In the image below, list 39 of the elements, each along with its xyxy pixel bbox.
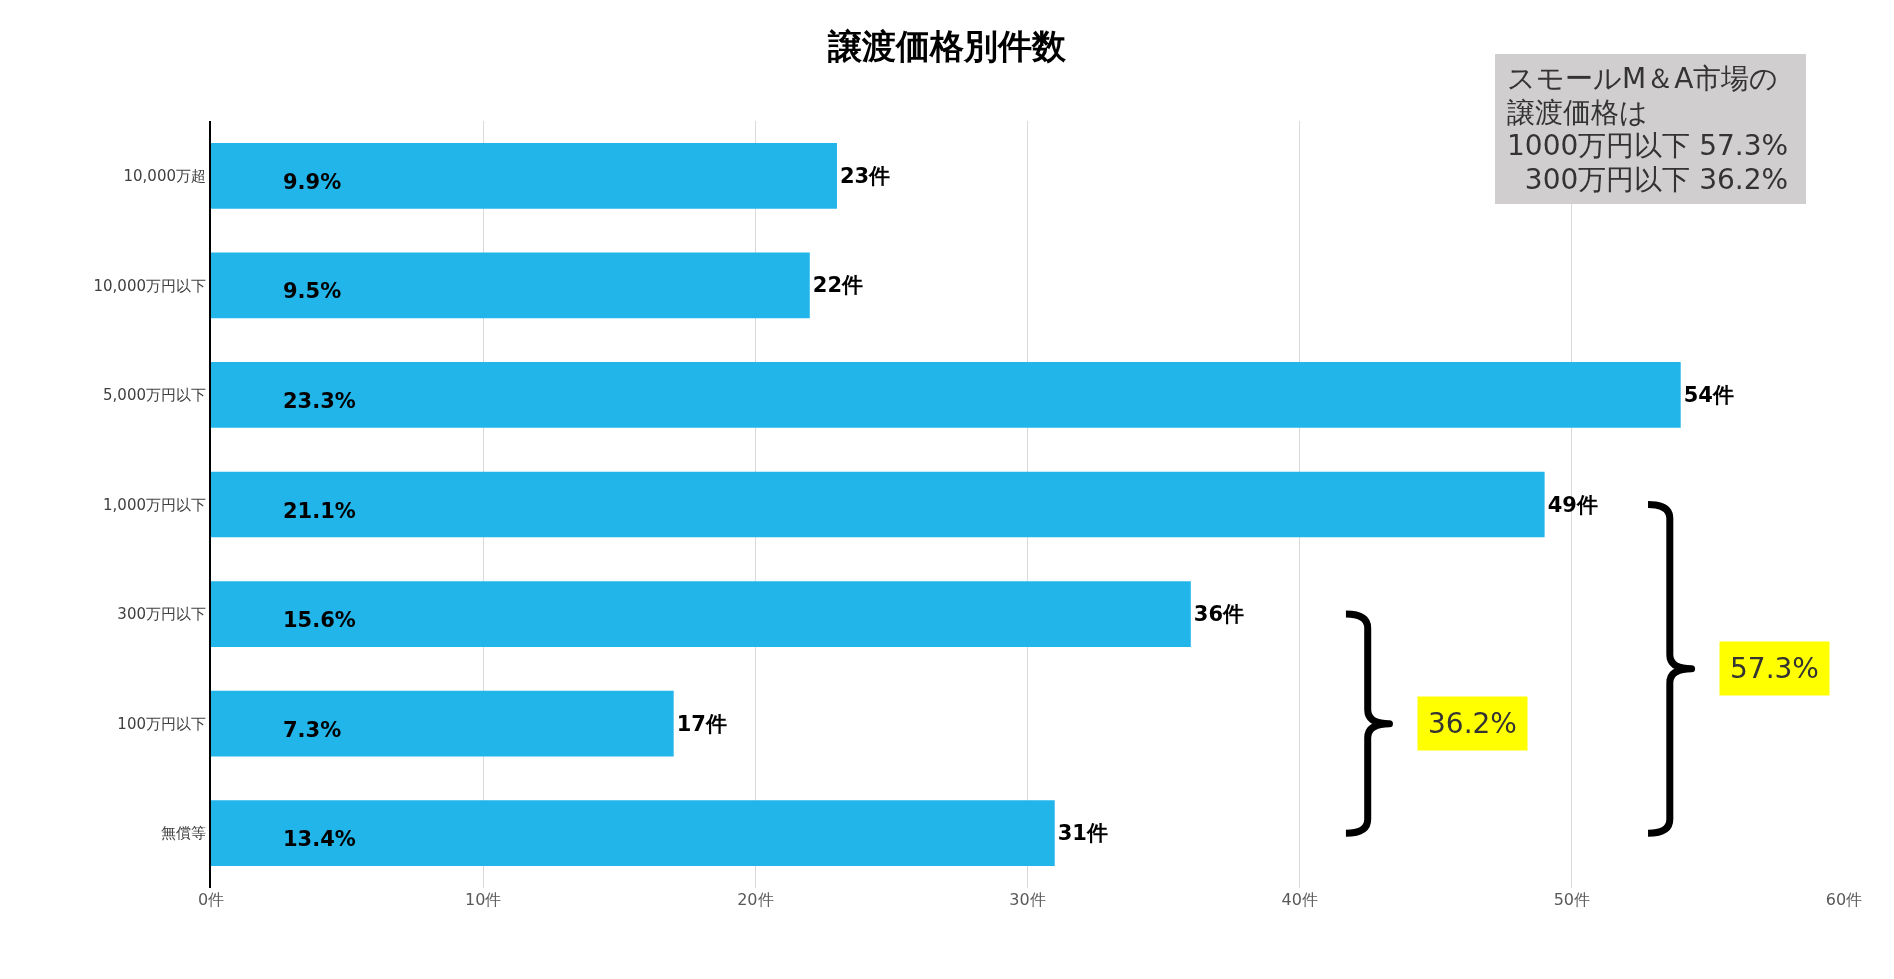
- data-label: 22件: [812, 273, 863, 298]
- data-label: 49件: [1547, 492, 1598, 517]
- x-tick-label: 10件: [464, 890, 502, 909]
- bar: [211, 471, 1545, 538]
- annotation: 9.9%: [283, 170, 342, 194]
- y-tick-label: 1,000万円以下: [103, 495, 206, 514]
- x-tick-label: 30件: [1009, 890, 1046, 909]
- annotation: 7.3%: [283, 718, 342, 742]
- annotation: 36.2%: [1428, 707, 1517, 740]
- x-tick-label: 20件: [737, 890, 774, 909]
- annotation: 57.3%: [1730, 652, 1819, 685]
- annotation: 23.3%: [283, 389, 356, 413]
- bar: [211, 690, 674, 757]
- annotation: 13.4%: [283, 827, 356, 851]
- annotation: 15.6%: [283, 608, 356, 632]
- bar: [211, 362, 1681, 428]
- data-label: 36件: [1193, 602, 1245, 627]
- y-tick-label: 5,000万円以下: [103, 386, 206, 405]
- data-label: 23件: [839, 163, 891, 188]
- data-label: 54件: [1683, 382, 1734, 407]
- y-tick-label: 無償等: [161, 824, 206, 843]
- annotation: 9.5%: [283, 279, 342, 303]
- x-tick-label: 50件: [1553, 890, 1591, 909]
- data-label: 31件: [1057, 821, 1108, 846]
- bar: [211, 581, 1191, 647]
- y-tick-label: 300万円以下: [117, 605, 206, 624]
- annotation: スモールM＆A市場の譲渡価格は 1000万円以下 57.3% 300万円以下 36.2%: [1495, 54, 1806, 205]
- x-tick-label: 40件: [1281, 890, 1318, 909]
- y-tick-label: 100万円以下: [117, 714, 206, 733]
- x-tick-label: 60件: [1825, 890, 1863, 909]
- chart-title: 譲渡価格別件数: [827, 26, 1067, 67]
- data-label: 17件: [676, 711, 727, 736]
- annotation: 21.1%: [283, 499, 356, 523]
- y-tick-label: 10,000万円以下: [93, 276, 206, 295]
- x-tick-label: 0件: [197, 890, 225, 909]
- y-tick-label: 10,000万超: [123, 167, 206, 186]
- bar: [211, 142, 837, 209]
- bar: [211, 800, 1055, 867]
- bar: [211, 252, 810, 319]
